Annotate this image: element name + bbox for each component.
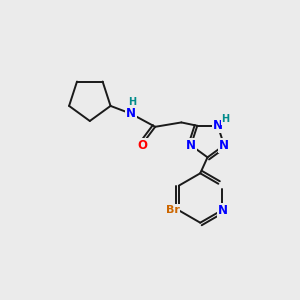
Text: H: H	[128, 97, 136, 106]
Text: N: N	[218, 204, 228, 217]
Text: O: O	[137, 139, 147, 152]
Text: N: N	[186, 139, 196, 152]
Text: H: H	[221, 114, 230, 124]
Text: N: N	[213, 119, 223, 132]
Text: Br: Br	[166, 206, 179, 215]
Text: N: N	[219, 139, 229, 152]
Text: N: N	[126, 107, 136, 120]
